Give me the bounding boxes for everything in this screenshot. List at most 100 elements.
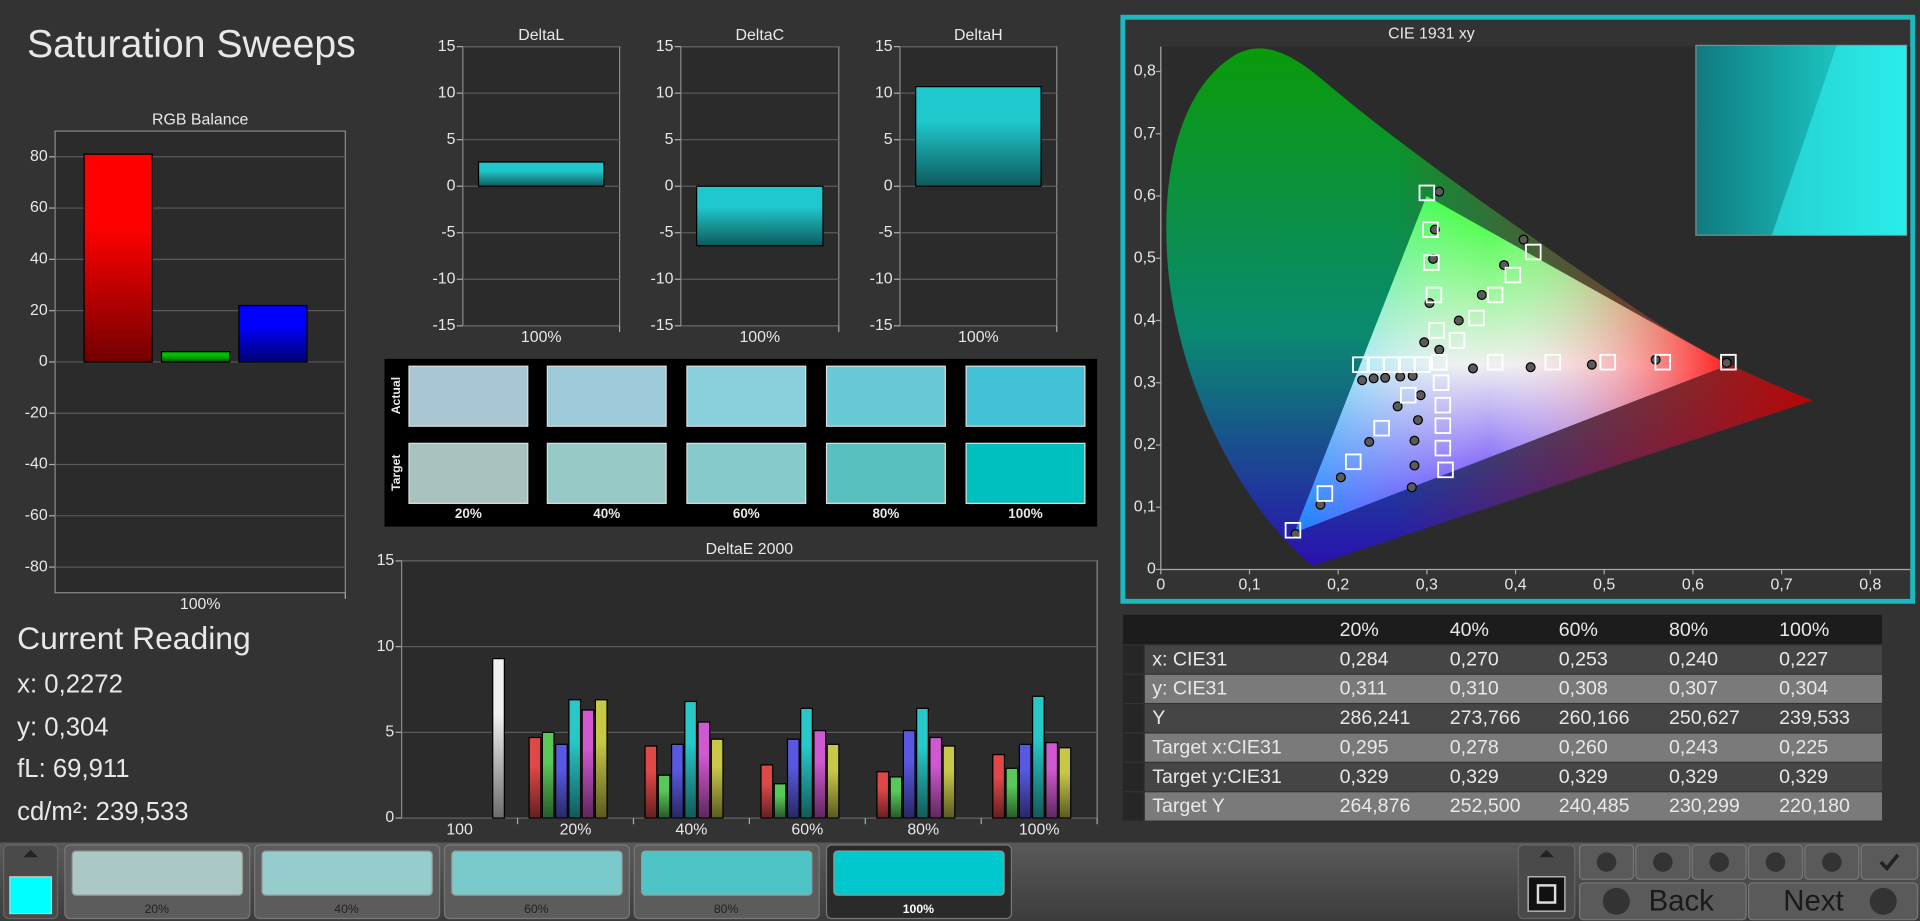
bar (942, 745, 956, 819)
table-cell: 0,295 (1340, 736, 1389, 758)
bar (697, 721, 711, 819)
y-tick-label: -5 (878, 224, 892, 241)
measured-point (1518, 234, 1529, 245)
y-tick-label: 0,4 (1134, 312, 1156, 329)
measured-point (1364, 436, 1375, 447)
icon (1709, 852, 1729, 872)
y-tick-label: -5 (659, 224, 673, 241)
y-tick-label: 15 (875, 38, 893, 55)
target-point (1422, 221, 1439, 238)
bar (773, 783, 787, 819)
x-tick-label: 0 (1156, 577, 1165, 594)
table-cell: Target x:CIE31 (1152, 736, 1282, 758)
icon (1869, 887, 1897, 915)
table-cell: 252,500 (1450, 795, 1521, 817)
x-tick-label: 100 (446, 821, 473, 838)
bar (492, 658, 505, 819)
measured-point (1467, 363, 1479, 374)
table-cell: Y (1152, 707, 1165, 729)
icon (1602, 887, 1630, 915)
target-point (1316, 485, 1334, 502)
row-marker (1122, 645, 1144, 674)
bar (670, 743, 684, 819)
target-point (1373, 419, 1390, 437)
bar (238, 304, 308, 363)
bar (1045, 742, 1059, 819)
bar (889, 776, 903, 819)
target-point (1525, 243, 1542, 261)
measured-point (1357, 375, 1368, 386)
target-point (1544, 353, 1562, 371)
table-row (1144, 704, 1883, 733)
y-tick-label: 10 (377, 638, 395, 655)
reading-line: y: 0,304 (17, 713, 108, 741)
target-swatch (546, 442, 667, 504)
y-tick-label: 60 (30, 199, 48, 216)
target-point (1368, 356, 1385, 373)
measured-point (1380, 372, 1391, 383)
measured-point (1476, 289, 1487, 300)
y-tick-label: -80 (25, 558, 48, 575)
table-cell: 239,533 (1779, 707, 1850, 729)
row-label: Actual (389, 377, 403, 414)
y-tick-label: 0 (385, 809, 394, 826)
bar (786, 738, 800, 819)
x-tick-label: 20% (560, 821, 592, 838)
bar (541, 731, 555, 819)
bar (1018, 743, 1032, 819)
target-point (1486, 286, 1504, 304)
y-tick-label: 5 (385, 724, 394, 741)
measured-point (1721, 357, 1732, 368)
y-tick-label: -60 (25, 507, 48, 524)
table-header (1122, 614, 1883, 645)
measured-point (1453, 315, 1464, 326)
measured-point (1409, 435, 1420, 446)
row-marker (1122, 674, 1144, 703)
bar (568, 699, 582, 819)
target-point (1434, 396, 1452, 414)
stop-icon (1536, 884, 1557, 904)
swatch-label: 40% (593, 506, 620, 521)
check-button[interactable] (1860, 844, 1919, 880)
bar (555, 743, 568, 819)
table-cell: 0,311 (1340, 678, 1388, 700)
bar (528, 736, 542, 819)
swatch-label: 80% (872, 506, 899, 521)
table-header-cell: 100% (1779, 619, 1829, 641)
table-cell: 0,329 (1340, 766, 1389, 788)
measured-point (1434, 344, 1445, 355)
target-swatch (686, 442, 807, 504)
target-point (1486, 353, 1504, 371)
bar (684, 700, 698, 819)
y-tick-label: 0,8 (1134, 63, 1156, 80)
y-tick-label: -40 (25, 456, 48, 473)
row-marker (1122, 704, 1144, 733)
y-tick-label: -5 (441, 224, 455, 241)
icon (1596, 852, 1617, 872)
bar (160, 351, 231, 363)
target-point (1284, 522, 1302, 539)
measured-point (1525, 362, 1536, 373)
y-tick-label: 10 (875, 84, 893, 101)
toolbar-swatch (71, 850, 244, 896)
target-swatch (408, 442, 529, 504)
bar (876, 771, 890, 819)
actual-swatch (825, 365, 946, 427)
measured-point (1406, 482, 1417, 493)
bar (581, 709, 595, 819)
swatch-label: 20% (455, 506, 482, 521)
table-cell: 0,227 (1779, 648, 1828, 670)
table-cell: 260,166 (1559, 707, 1630, 729)
y-tick-label: -15 (433, 317, 456, 334)
actual-swatch (965, 365, 1086, 427)
y-tick-label: 5 (884, 131, 893, 148)
measured-point (1392, 401, 1403, 412)
y-tick-label: 0 (884, 177, 893, 194)
y-tick-label: 10 (438, 84, 456, 101)
table-cell: 273,766 (1450, 707, 1521, 729)
target-point (1431, 353, 1448, 371)
y-tick-label: 0,5 (1134, 249, 1156, 266)
y-tick-label: -15 (650, 317, 673, 334)
bar (1005, 767, 1019, 819)
